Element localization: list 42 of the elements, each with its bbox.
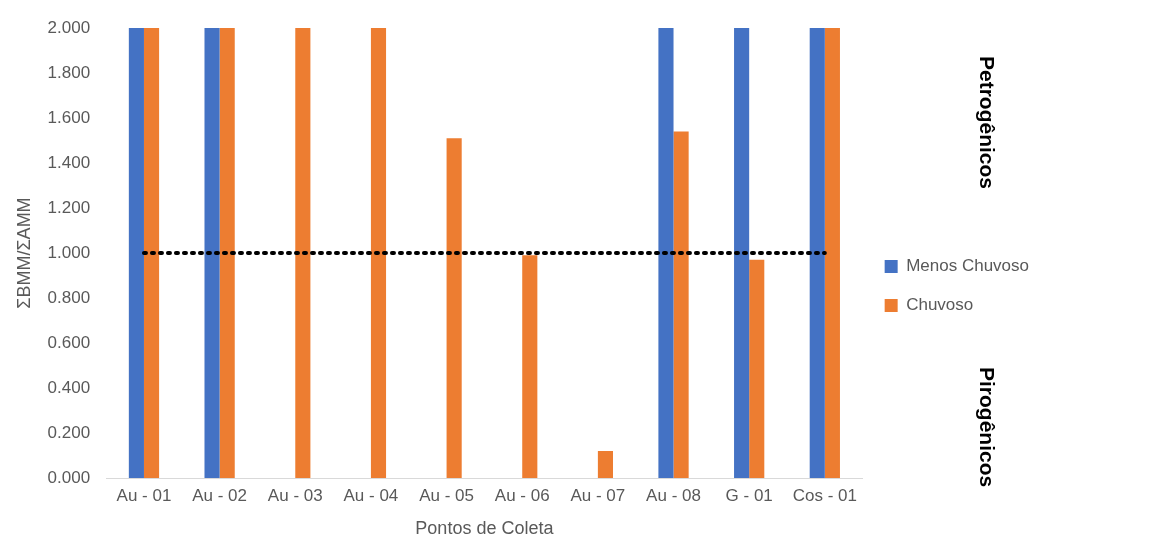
bar — [295, 28, 311, 478]
y-tick-label: 1.000 — [47, 242, 91, 262]
bar — [446, 138, 462, 478]
y-tick-label: 0.800 — [47, 287, 91, 307]
bar — [204, 28, 220, 478]
bar — [143, 28, 160, 478]
x-axis-title: Pontos de Coleta — [415, 518, 555, 539]
legend-label: Chuvoso — [906, 295, 974, 315]
x-tick-label: Au - 07 — [570, 485, 626, 505]
bar — [597, 451, 614, 478]
y-tick-label: 1.400 — [47, 152, 91, 172]
bar — [370, 28, 387, 478]
x-tick-label: Au - 02 — [192, 485, 248, 505]
bar — [824, 28, 840, 478]
y-tick-label: 2.000 — [47, 17, 91, 37]
y-tick-label: 0.000 — [47, 467, 91, 487]
y-tick-label: 0.600 — [47, 332, 91, 352]
x-tick-label: Au - 01 — [116, 485, 172, 505]
bar — [809, 28, 825, 478]
bar — [128, 28, 144, 478]
text: Pirogênicos — [975, 366, 999, 487]
y-tick-label: 1.200 — [47, 197, 91, 217]
x-tick-label: Au - 04 — [343, 485, 399, 505]
bar — [219, 28, 235, 478]
y-tick-label: 1.600 — [47, 107, 91, 127]
x-tick-label: Au - 05 — [419, 485, 474, 505]
y-tick-label: 0.400 — [47, 377, 91, 397]
y-axis-title: ΣBMM/ΣAMM — [13, 197, 34, 309]
x-tick-label: G - 01 — [725, 485, 773, 505]
bar — [673, 131, 689, 478]
y-tick-label: 0.200 — [47, 422, 91, 442]
x-tick-label: Cos - 01 — [792, 485, 857, 505]
y-tick-label: 1.800 — [47, 62, 91, 82]
text: Petrogênicos — [975, 56, 999, 190]
bar — [749, 259, 765, 478]
bar — [658, 28, 674, 478]
x-tick-label: Au - 08 — [646, 485, 701, 505]
bar — [522, 255, 538, 478]
bar — [734, 28, 750, 478]
legend-label: Menos Chuvoso — [906, 256, 1029, 276]
x-tick-label: Au - 03 — [267, 485, 323, 505]
x-tick-label: Au - 06 — [494, 485, 550, 505]
